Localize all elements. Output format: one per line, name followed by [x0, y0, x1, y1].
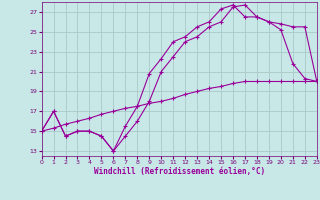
X-axis label: Windchill (Refroidissement éolien,°C): Windchill (Refroidissement éolien,°C)	[94, 167, 265, 176]
